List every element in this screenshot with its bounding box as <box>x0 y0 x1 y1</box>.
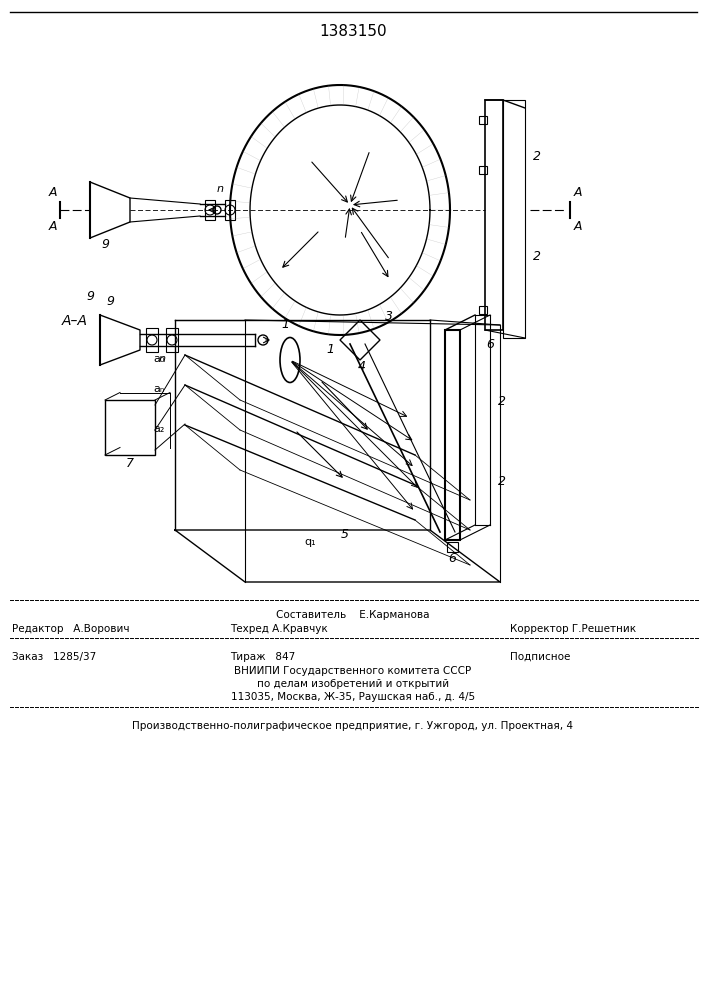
Text: 1: 1 <box>281 318 289 330</box>
Text: 7: 7 <box>126 457 134 470</box>
Text: A–A: A–A <box>62 314 88 328</box>
Text: 6: 6 <box>486 338 494 351</box>
Text: 2: 2 <box>498 395 506 408</box>
Text: 1: 1 <box>326 343 334 356</box>
Bar <box>105 400 155 455</box>
Text: Подписное: Подписное <box>510 652 571 662</box>
Text: A: A <box>574 220 583 233</box>
Text: 9: 9 <box>86 290 94 303</box>
Text: Заказ   1285/37: Заказ 1285/37 <box>12 652 96 662</box>
Text: 113035, Москва, Ж-35, Раушская наб., д. 4/5: 113035, Москва, Ж-35, Раушская наб., д. … <box>231 692 475 702</box>
Bar <box>447 542 458 552</box>
Text: A: A <box>49 220 57 233</box>
Text: 3: 3 <box>385 310 393 323</box>
Text: 2: 2 <box>533 250 541 263</box>
Text: Корректор Г.Решетник: Корректор Г.Решетник <box>510 624 636 634</box>
Text: по делам изобретений и открытий: по делам изобретений и открытий <box>257 679 449 689</box>
Text: n: n <box>216 184 223 194</box>
Text: ВНИИПИ Государственного комитета СССР: ВНИИПИ Государственного комитета СССР <box>235 666 472 676</box>
Text: 5: 5 <box>341 528 349 541</box>
Bar <box>479 166 487 174</box>
Text: 2: 2 <box>533 150 541 163</box>
Text: 9: 9 <box>101 238 109 251</box>
Bar <box>166 328 178 352</box>
Bar <box>479 306 487 314</box>
Text: 4: 4 <box>358 360 366 373</box>
Text: 6: 6 <box>448 552 457 565</box>
Text: a₂: a₂ <box>153 424 165 434</box>
Text: Производственно-полиграфическое предприятие, г. Ужгород, ул. Проектная, 4: Производственно-полиграфическое предприя… <box>132 721 573 731</box>
Bar <box>205 200 215 220</box>
Text: A: A <box>49 186 57 199</box>
Text: Редактор   А.Ворович: Редактор А.Ворович <box>12 624 129 634</box>
Text: q₁: q₁ <box>304 537 316 547</box>
Bar <box>503 100 525 338</box>
Bar <box>225 200 235 220</box>
Text: Техред А.Кравчук: Техред А.Кравчук <box>230 624 328 634</box>
Bar <box>146 328 158 352</box>
Text: Тираж   847: Тираж 847 <box>230 652 296 662</box>
Text: A: A <box>574 186 583 199</box>
Bar <box>445 330 460 540</box>
Text: n: n <box>158 354 165 364</box>
Text: aₙ: aₙ <box>153 384 165 394</box>
Bar <box>479 116 487 124</box>
Text: 2: 2 <box>498 475 506 488</box>
Text: 9: 9 <box>106 295 114 308</box>
Text: a₀: a₀ <box>153 354 165 364</box>
Text: Составитель    Е.Карманова: Составитель Е.Карманова <box>276 610 430 620</box>
Text: 1383150: 1383150 <box>319 24 387 39</box>
Bar <box>485 100 503 330</box>
